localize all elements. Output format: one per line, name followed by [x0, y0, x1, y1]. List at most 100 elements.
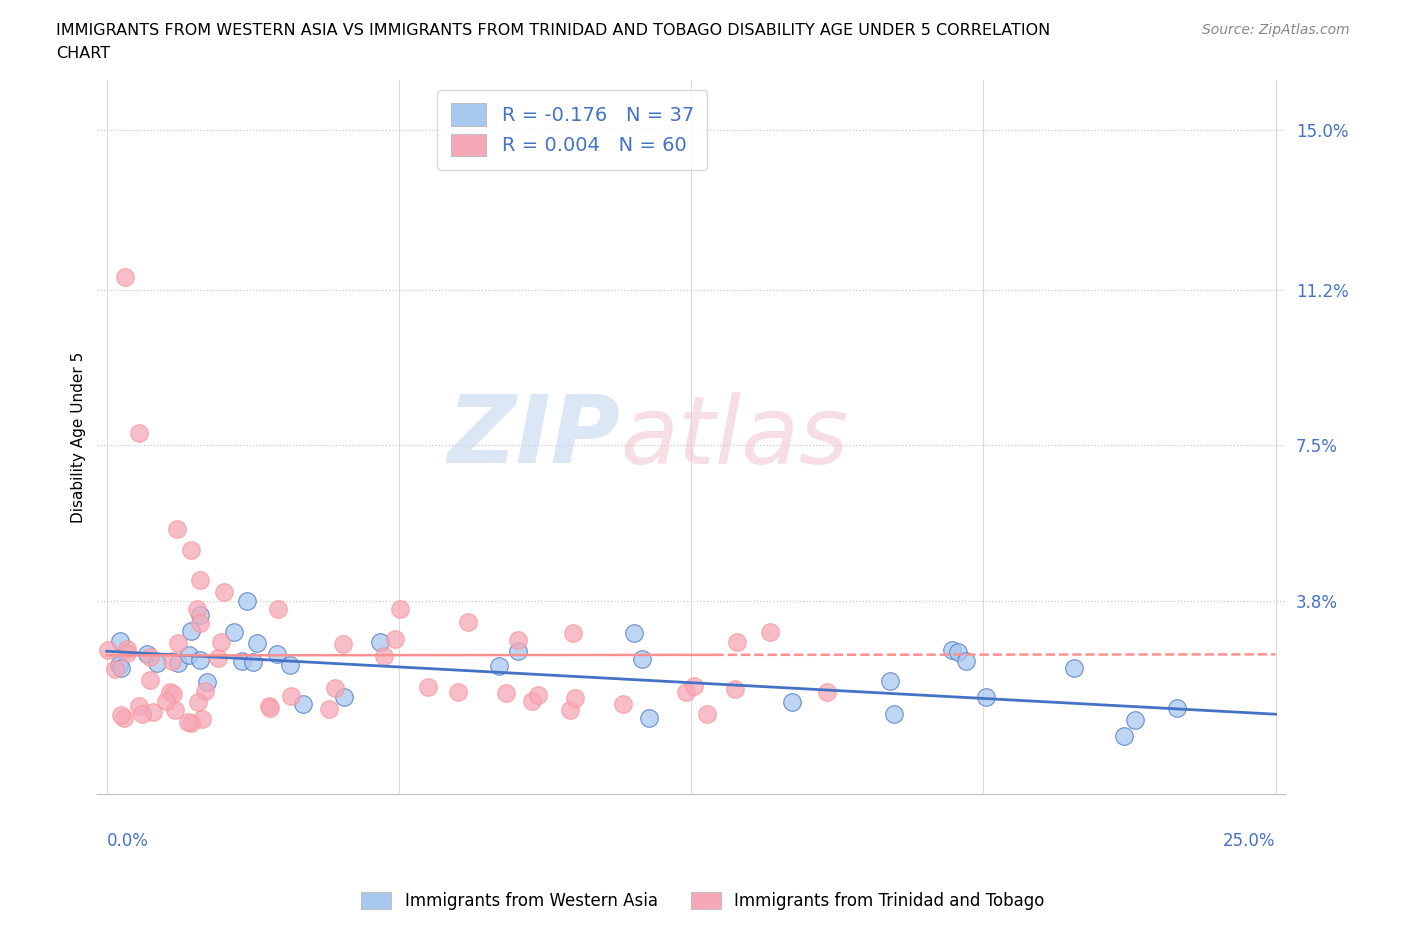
- Point: [418, 679, 440, 694]
- Point: [187, 695, 209, 710]
- Point: [1123, 712, 1146, 727]
- Point: [167, 635, 190, 650]
- Point: [186, 601, 208, 616]
- Point: [508, 644, 530, 658]
- Point: [190, 607, 212, 622]
- Point: [163, 703, 186, 718]
- Point: [167, 656, 190, 671]
- Point: [815, 684, 838, 699]
- Point: [108, 658, 131, 672]
- Point: [112, 711, 135, 725]
- Point: [110, 661, 132, 676]
- Text: CHART: CHART: [56, 46, 110, 61]
- Point: [160, 654, 183, 669]
- Text: IMMIGRANTS FROM WESTERN ASIA VS IMMIGRANTS FROM TRINIDAD AND TOBAGO DISABILITY A: IMMIGRANTS FROM WESTERN ASIA VS IMMIGRAN…: [56, 23, 1050, 38]
- Text: atlas: atlas: [620, 392, 848, 483]
- Point: [242, 654, 264, 669]
- Point: [1063, 660, 1085, 675]
- Point: [180, 543, 202, 558]
- Legend: Immigrants from Western Asia, Immigrants from Trinidad and Tobago: Immigrants from Western Asia, Immigrants…: [354, 885, 1052, 917]
- Point: [177, 714, 200, 729]
- Point: [696, 707, 718, 722]
- Point: [638, 711, 661, 725]
- Point: [114, 270, 136, 285]
- Point: [758, 624, 780, 639]
- Text: 25.0%: 25.0%: [1223, 831, 1275, 850]
- Point: [1166, 700, 1188, 715]
- Point: [323, 680, 346, 695]
- Point: [231, 654, 253, 669]
- Point: [135, 646, 157, 661]
- Point: [211, 635, 233, 650]
- Point: [146, 656, 169, 671]
- Point: [623, 626, 645, 641]
- Point: [457, 615, 479, 630]
- Point: [180, 624, 202, 639]
- Point: [526, 687, 548, 702]
- Point: [139, 672, 162, 687]
- Point: [389, 602, 412, 617]
- Point: [180, 715, 202, 730]
- Point: [883, 707, 905, 722]
- Point: [110, 708, 132, 723]
- Point: [207, 650, 229, 665]
- Point: [104, 662, 127, 677]
- Text: ZIP: ZIP: [447, 391, 620, 483]
- Point: [946, 644, 969, 659]
- Point: [879, 673, 901, 688]
- Point: [955, 654, 977, 669]
- Point: [612, 697, 634, 711]
- Point: [166, 522, 188, 537]
- Point: [177, 648, 200, 663]
- Point: [368, 635, 391, 650]
- Point: [332, 690, 354, 705]
- Point: [188, 572, 211, 587]
- Point: [1112, 728, 1135, 743]
- Point: [280, 689, 302, 704]
- Point: [782, 694, 804, 709]
- Text: 0.0%: 0.0%: [107, 831, 149, 850]
- Legend: R = -0.176   N = 37, R = 0.004   N = 60: R = -0.176 N = 37, R = 0.004 N = 60: [437, 90, 707, 170]
- Point: [159, 684, 181, 699]
- Point: [222, 624, 245, 639]
- Point: [318, 701, 340, 716]
- Point: [558, 703, 581, 718]
- Point: [259, 701, 281, 716]
- Point: [115, 642, 138, 657]
- Point: [974, 689, 997, 704]
- Point: [139, 649, 162, 664]
- Point: [724, 682, 747, 697]
- Point: [675, 685, 697, 700]
- Point: [292, 697, 315, 711]
- Point: [194, 684, 217, 698]
- Point: [128, 425, 150, 440]
- Text: Source: ZipAtlas.com: Source: ZipAtlas.com: [1202, 23, 1350, 37]
- Point: [155, 694, 177, 709]
- Point: [278, 658, 301, 672]
- Point: [188, 615, 211, 630]
- Point: [506, 632, 529, 647]
- Point: [682, 679, 704, 694]
- Point: [115, 645, 138, 660]
- Point: [447, 684, 470, 699]
- Point: [257, 698, 280, 713]
- Point: [631, 652, 654, 667]
- Point: [197, 674, 219, 689]
- Point: [188, 653, 211, 668]
- Point: [108, 633, 131, 648]
- Point: [564, 690, 586, 705]
- Point: [495, 685, 517, 700]
- Point: [236, 593, 259, 608]
- Point: [384, 631, 406, 646]
- Point: [725, 634, 748, 649]
- Point: [266, 646, 288, 661]
- Point: [142, 704, 165, 719]
- Point: [488, 658, 510, 673]
- Point: [941, 643, 963, 658]
- Point: [246, 635, 269, 650]
- Point: [212, 585, 235, 600]
- Point: [162, 687, 184, 702]
- Point: [97, 643, 120, 658]
- Point: [267, 601, 290, 616]
- Point: [191, 712, 214, 727]
